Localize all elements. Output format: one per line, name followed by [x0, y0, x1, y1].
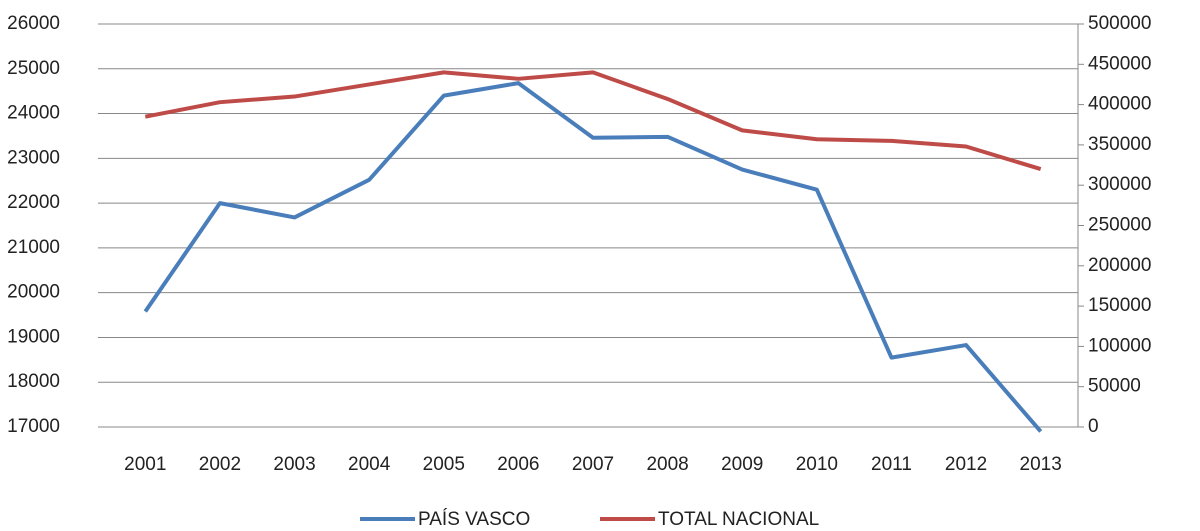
y2-tick-label: 50000 [1088, 376, 1141, 397]
x-tick-label: 2003 [273, 454, 315, 475]
y-tick-label: 19000 [7, 326, 60, 347]
x-tick-label: 2012 [945, 454, 987, 475]
x-tick-label: 2009 [721, 454, 763, 475]
x-tick-label: 2013 [1020, 454, 1062, 475]
x-tick-label: 2007 [572, 454, 614, 475]
x-tick-label: 2002 [199, 454, 241, 475]
y-tick-label: 21000 [7, 237, 60, 258]
y-tick-label: 17000 [7, 416, 60, 437]
y2-tick-label: 400000 [1088, 94, 1151, 115]
y-tick-label: 24000 [7, 103, 60, 124]
legend-label: PAÍS VASCO [418, 509, 530, 530]
x-tick-label: 2004 [348, 454, 391, 475]
y-tick-label: 23000 [7, 147, 60, 168]
series-line [144, 70, 1042, 171]
x-tick-label: 2011 [871, 454, 912, 475]
x-tick-label: 2005 [423, 454, 465, 475]
x-tick-label: 2010 [796, 454, 838, 475]
y2-tick-label: 100000 [1088, 335, 1151, 356]
y-tick-label: 18000 [7, 371, 60, 392]
y-tick-label: 25000 [7, 58, 60, 79]
y2-tick-label: 350000 [1088, 134, 1151, 155]
x-tick-label: 2001 [124, 454, 166, 475]
legend-label: TOTAL NACIONAL [658, 509, 819, 530]
y-tick-label: 22000 [7, 192, 60, 213]
x-tick-label: 2006 [497, 454, 539, 475]
x-tick-label: 2008 [646, 454, 688, 475]
y2-tick-label: 150000 [1088, 295, 1151, 316]
series-line [143, 81, 1043, 433]
y2-tick-label: 300000 [1088, 174, 1151, 195]
y2-tick-label: 250000 [1088, 215, 1151, 236]
y-tick-label: 20000 [7, 282, 60, 303]
y-tick-label: 26000 [7, 13, 60, 34]
y2-tick-label: 450000 [1088, 53, 1151, 74]
y2-tick-label: 0 [1088, 416, 1099, 437]
y2-tick-label: 500000 [1088, 13, 1151, 34]
y2-tick-label: 200000 [1088, 255, 1151, 276]
plot-area [143, 70, 1043, 433]
